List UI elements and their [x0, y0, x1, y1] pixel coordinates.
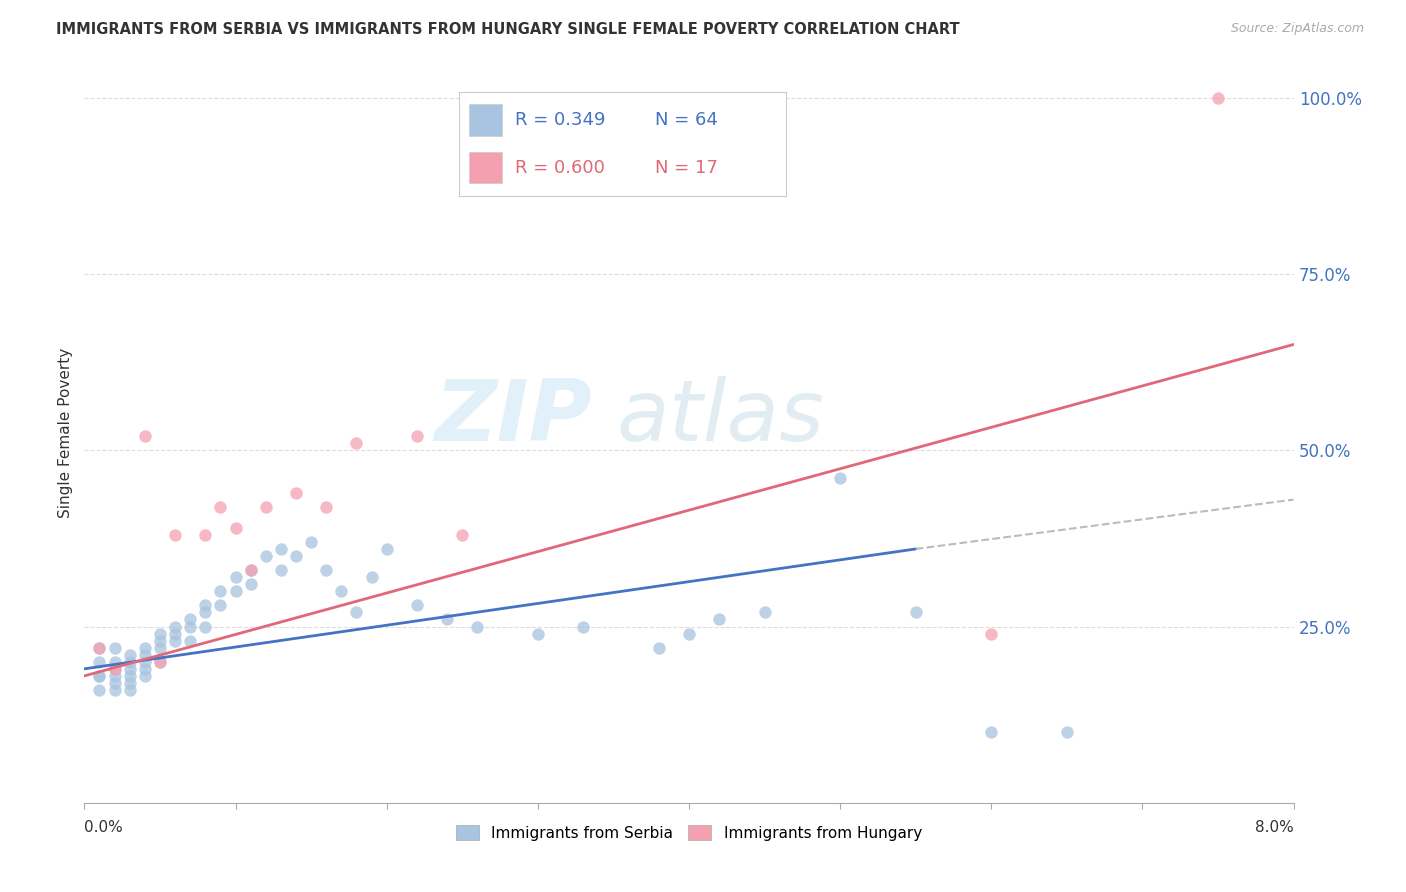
Point: [194, 606, 217, 620]
Point: [980, 725, 1002, 739]
Point: [451, 528, 474, 542]
Point: [285, 485, 308, 500]
Text: 0.0%: 0.0%: [84, 821, 124, 836]
Point: [375, 541, 398, 556]
Point: [299, 535, 322, 549]
Point: [648, 640, 671, 655]
Point: [89, 669, 111, 683]
Point: [134, 655, 156, 669]
Point: [239, 563, 262, 577]
Point: [194, 528, 217, 542]
Point: [165, 626, 187, 640]
Point: [118, 669, 141, 683]
Point: [467, 619, 489, 633]
Point: [104, 683, 127, 698]
Point: [104, 676, 127, 690]
Point: [149, 626, 172, 640]
Point: [134, 648, 156, 662]
Point: [104, 662, 127, 676]
Point: [360, 570, 382, 584]
Point: [165, 633, 187, 648]
Point: [165, 619, 187, 633]
Point: [134, 669, 156, 683]
Point: [89, 640, 111, 655]
Point: [346, 606, 368, 620]
Point: [194, 619, 217, 633]
Point: [346, 436, 368, 450]
Point: [104, 640, 127, 655]
Point: [149, 633, 172, 648]
Point: [315, 563, 337, 577]
Point: [406, 599, 429, 613]
Point: [254, 549, 277, 563]
Point: [149, 655, 172, 669]
Point: [239, 577, 262, 591]
Text: ZIP: ZIP: [434, 376, 592, 459]
Point: [239, 563, 262, 577]
Point: [89, 669, 111, 683]
Point: [134, 429, 156, 443]
Point: [89, 655, 111, 669]
Point: [179, 619, 201, 633]
Point: [754, 606, 776, 620]
Point: [285, 549, 308, 563]
Point: [1056, 725, 1078, 739]
Point: [330, 584, 353, 599]
Point: [225, 584, 247, 599]
Point: [104, 655, 127, 669]
Point: [118, 676, 141, 690]
Point: [904, 606, 927, 620]
Point: [118, 683, 141, 698]
Point: [1206, 91, 1229, 105]
Text: Source: ZipAtlas.com: Source: ZipAtlas.com: [1230, 22, 1364, 36]
Point: [209, 584, 232, 599]
Point: [179, 612, 201, 626]
Point: [678, 626, 700, 640]
Point: [225, 570, 247, 584]
Point: [315, 500, 337, 514]
Point: [436, 612, 458, 626]
Text: IMMIGRANTS FROM SERBIA VS IMMIGRANTS FROM HUNGARY SINGLE FEMALE POVERTY CORRELAT: IMMIGRANTS FROM SERBIA VS IMMIGRANTS FRO…: [56, 22, 960, 37]
Point: [209, 599, 232, 613]
Point: [89, 683, 111, 698]
Point: [118, 648, 141, 662]
Point: [527, 626, 550, 640]
Point: [89, 640, 111, 655]
Point: [118, 655, 141, 669]
Point: [980, 626, 1002, 640]
Point: [104, 662, 127, 676]
Text: atlas: atlas: [616, 376, 824, 459]
Point: [270, 541, 292, 556]
Point: [165, 528, 187, 542]
Point: [209, 500, 232, 514]
Point: [104, 669, 127, 683]
Point: [406, 429, 429, 443]
Point: [134, 662, 156, 676]
Point: [254, 500, 277, 514]
Point: [270, 563, 292, 577]
Text: 8.0%: 8.0%: [1254, 821, 1294, 836]
Point: [194, 599, 217, 613]
Point: [134, 640, 156, 655]
Point: [572, 619, 595, 633]
Point: [830, 471, 852, 485]
Point: [709, 612, 731, 626]
Y-axis label: Single Female Poverty: Single Female Poverty: [58, 348, 73, 517]
Legend: Immigrants from Serbia, Immigrants from Hungary: Immigrants from Serbia, Immigrants from …: [450, 819, 928, 847]
Point: [149, 640, 172, 655]
Point: [149, 655, 172, 669]
Point: [179, 633, 201, 648]
Point: [225, 521, 247, 535]
Point: [118, 662, 141, 676]
